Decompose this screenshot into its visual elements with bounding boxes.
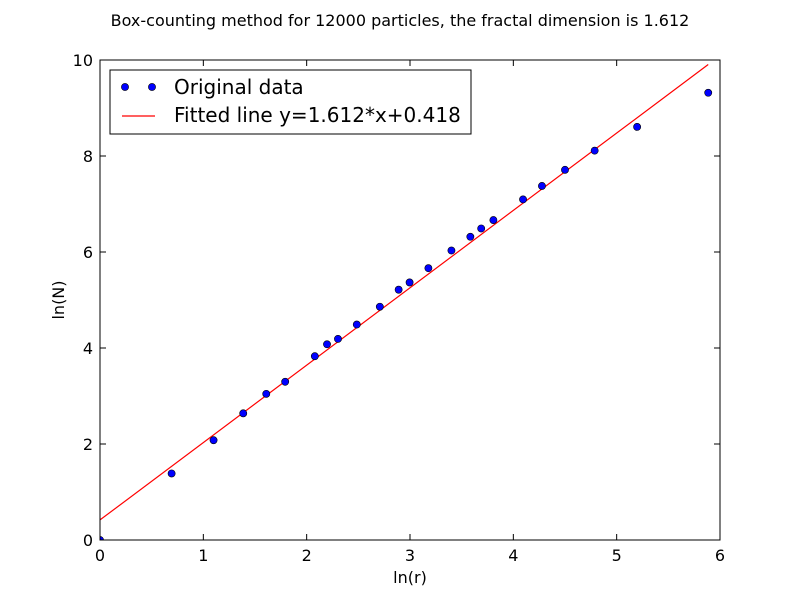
data-point	[310, 352, 319, 361]
y-tick-label: 6	[83, 243, 93, 262]
data-point	[209, 436, 218, 445]
x-tick-label: 3	[405, 546, 415, 565]
x-tick-label: 1	[198, 546, 208, 565]
y-tick-label: 0	[83, 531, 93, 550]
data-point	[704, 88, 713, 97]
data-point	[489, 216, 498, 224]
fitted-line	[100, 64, 709, 521]
data-point	[405, 278, 414, 287]
data-point	[352, 320, 361, 329]
x-tick-label: 4	[508, 546, 518, 565]
legend-label: Original data	[174, 75, 304, 99]
data-point	[590, 146, 599, 155]
x-axis-label: ln(r)	[393, 568, 427, 587]
y-tick-label: 8	[83, 147, 93, 166]
x-tick-label: 0	[95, 546, 105, 565]
data-point	[239, 409, 248, 418]
data-point	[477, 224, 486, 233]
chart-title: Box-counting method for 12000 particles,…	[111, 11, 690, 30]
data-point	[447, 246, 456, 255]
legend-marker	[121, 83, 129, 91]
data-point	[375, 302, 384, 311]
data-point	[281, 377, 290, 386]
x-tick-label: 5	[612, 546, 622, 565]
legend-label: Fitted line y=1.612*x+0.418	[174, 103, 461, 127]
data-point	[519, 195, 527, 204]
plot-background	[100, 60, 720, 540]
y-axis-label: ln(N)	[49, 280, 68, 319]
data-point	[262, 389, 271, 398]
data-point	[538, 182, 546, 190]
axes-frame	[99, 59, 721, 541]
data-point	[561, 165, 569, 174]
x-tick-label: 6	[715, 546, 725, 565]
legend: Original data Fitted line y=1.612*x+0.418	[109, 69, 472, 135]
data-point	[394, 285, 403, 294]
legend-box	[109, 69, 472, 135]
data-point	[334, 334, 342, 343]
data-point	[424, 264, 433, 273]
y-tick-label: 4	[83, 339, 93, 358]
x-tick-label: 2	[302, 546, 312, 565]
data-point	[633, 123, 642, 131]
data-point	[167, 469, 176, 478]
y-tick-label: 2	[83, 435, 93, 454]
series-group	[100, 64, 713, 540]
legend-marker	[148, 83, 156, 91]
data-point	[466, 232, 475, 241]
y-tick-label: 10	[73, 51, 93, 70]
plot-area: 0 1 2 3 4 5 6 0 2 4 6 8 10	[73, 51, 725, 565]
data-point	[323, 340, 331, 349]
